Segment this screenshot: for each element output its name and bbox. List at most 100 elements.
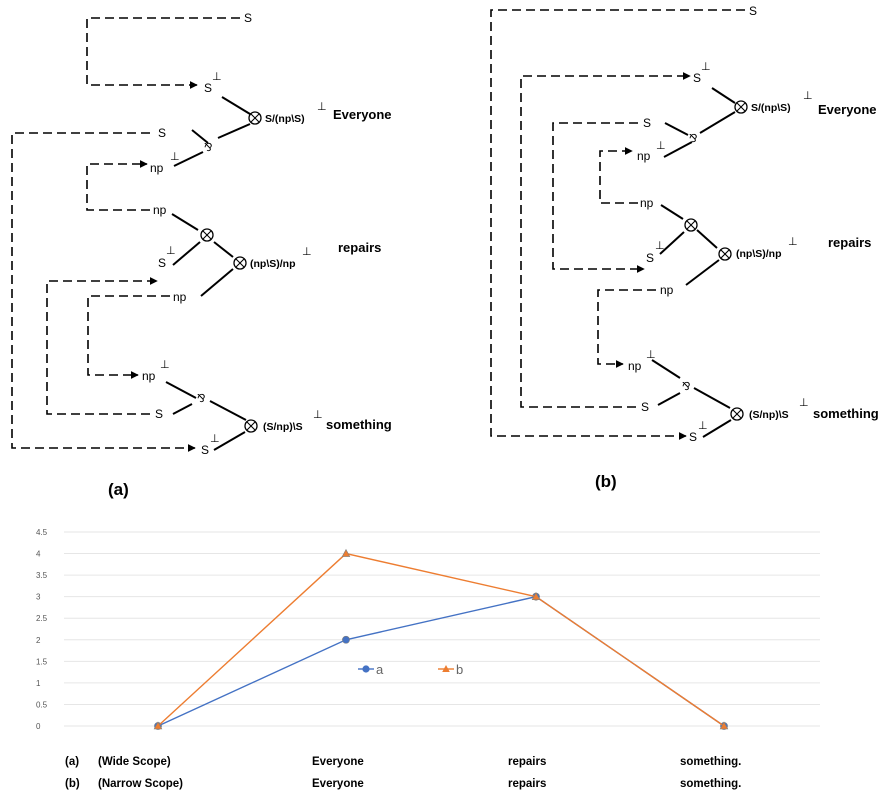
edge-a-tensor-np: [171, 213, 199, 231]
atom-label: np: [173, 290, 187, 304]
atom-label: S: [158, 256, 166, 270]
atom-label: S: [749, 4, 757, 18]
tensor-icon: [248, 111, 262, 125]
perp-mark: ⊥: [788, 235, 798, 248]
edge-b-par2-s: [657, 392, 681, 406]
legend-label-a: a: [376, 662, 384, 677]
atom-label: np: [628, 359, 642, 373]
perp-mark: ⊥: [799, 396, 809, 409]
perp-mark: ⊥: [160, 358, 170, 371]
edge-a-everyone-left: [221, 96, 251, 115]
atom-label: S: [201, 443, 209, 457]
x-category-label: (Wide Scope): [98, 756, 171, 768]
type-label: (np\S)/np: [736, 248, 782, 260]
axiom-b-s-outer: [490, 9, 745, 440]
axiom-a-s-repairs: [46, 277, 158, 415]
perp-mark: ⊥: [803, 89, 813, 102]
tensor-icon: [684, 218, 698, 232]
caption-a: (a): [108, 480, 129, 499]
par-icon: ⅋: [689, 132, 698, 145]
y-tick-label: 3.5: [36, 571, 48, 580]
edge-b-everyone-left: [711, 87, 736, 104]
edge-a-repairs-np: [200, 268, 234, 297]
edge-b-repairs-np: [685, 259, 720, 286]
chart-grid: [64, 531, 820, 727]
perp-mark: ⊥: [166, 244, 176, 257]
atom-label: S: [643, 116, 651, 130]
word-everyone: Everyone: [333, 107, 392, 122]
atom-label: np: [660, 283, 674, 297]
atom-label: S: [689, 430, 697, 444]
data-point-b: [531, 592, 541, 600]
y-tick-label: 3: [36, 593, 41, 602]
atom-label: S: [158, 126, 166, 140]
y-tick-label: 4: [36, 550, 41, 559]
tensor-icon: [718, 247, 732, 261]
data-point-a: [342, 635, 350, 644]
atom-label: np: [637, 149, 651, 163]
legend-marker-b: [442, 665, 450, 672]
edge-b-par2-np: [651, 359, 681, 379]
x-category-label: something.: [680, 756, 741, 768]
perp-mark: ⊥: [655, 239, 665, 252]
word-everyone: Everyone: [818, 102, 877, 117]
atom-label: np: [153, 203, 167, 217]
par-icon: ⅋: [197, 392, 206, 405]
edge-b-something-left: [693, 387, 731, 409]
atom-label: S: [155, 407, 163, 421]
atom-label: np: [640, 196, 654, 210]
edge-a-par2-np: [165, 381, 197, 399]
type-label: S/(np\S): [265, 113, 305, 125]
perp-mark: ⊥: [698, 419, 708, 432]
word-repairs: repairs: [828, 235, 871, 250]
par-icon: ⅋: [682, 380, 691, 393]
legend-marker-a: [362, 665, 370, 673]
edge-b-everyone-right: [699, 111, 736, 134]
perp-mark: ⊥: [170, 150, 180, 163]
x-category-label: something.: [680, 778, 741, 790]
x-category-label: repairs: [508, 778, 546, 790]
perp-mark: ⊥: [212, 70, 222, 83]
atom-label: np: [150, 161, 164, 175]
word-repairs: repairs: [338, 240, 381, 255]
edge-a-par2-s: [172, 403, 193, 415]
perp-mark: ⊥: [701, 60, 711, 73]
edge-b-tensor-s: [659, 231, 685, 255]
perp-mark: ⊥: [656, 139, 666, 152]
y-tick-label: 0.5: [36, 700, 48, 709]
edge-b-par-right: [663, 141, 693, 158]
x-row-prefix: (b): [65, 778, 80, 790]
axiom-b-np-everyone: [599, 147, 638, 204]
legend-label-b: b: [456, 662, 463, 677]
edge-b-par-left: [664, 122, 689, 136]
type-label: (np\S)/np: [250, 258, 296, 270]
y-tick-label: 1: [36, 679, 41, 688]
edge-a-tensor-repairs: [213, 241, 234, 258]
edge-b-tensor-np: [660, 204, 684, 220]
axiom-a-s-outer: [11, 132, 196, 452]
tensor-icon: [200, 228, 214, 242]
data-point-b: [719, 721, 729, 730]
x-category-label: Everyone: [312, 778, 364, 790]
edge-a-par-right: [173, 151, 204, 167]
chart-x-labels: (a) (Wide Scope) Everyone repairs something.…: [65, 756, 741, 790]
axiom-a-np-everyone: [86, 160, 150, 211]
axiom-a-s-top: [86, 17, 240, 89]
edge-a-something-left: [209, 400, 247, 421]
atom-label: np: [142, 369, 156, 383]
x-category-label: repairs: [508, 756, 546, 768]
x-category-label: Everyone: [312, 756, 364, 768]
series-line-b: [157, 552, 725, 727]
perp-mark: ⊥: [317, 100, 327, 113]
tensor-icon: [233, 256, 247, 270]
tensor-icon: [734, 100, 748, 114]
edge-a-everyone-right: [217, 123, 251, 139]
type-label: (S/np)\S: [263, 421, 303, 433]
caption-b: (b): [595, 472, 617, 491]
data-point-b: [341, 548, 351, 557]
chart-y-ticks: 0 0.5 1 1.5 2 2.5 3 3.5 4 4.5: [36, 528, 48, 731]
data-point-b: [153, 721, 163, 730]
word-something: something: [326, 417, 392, 432]
